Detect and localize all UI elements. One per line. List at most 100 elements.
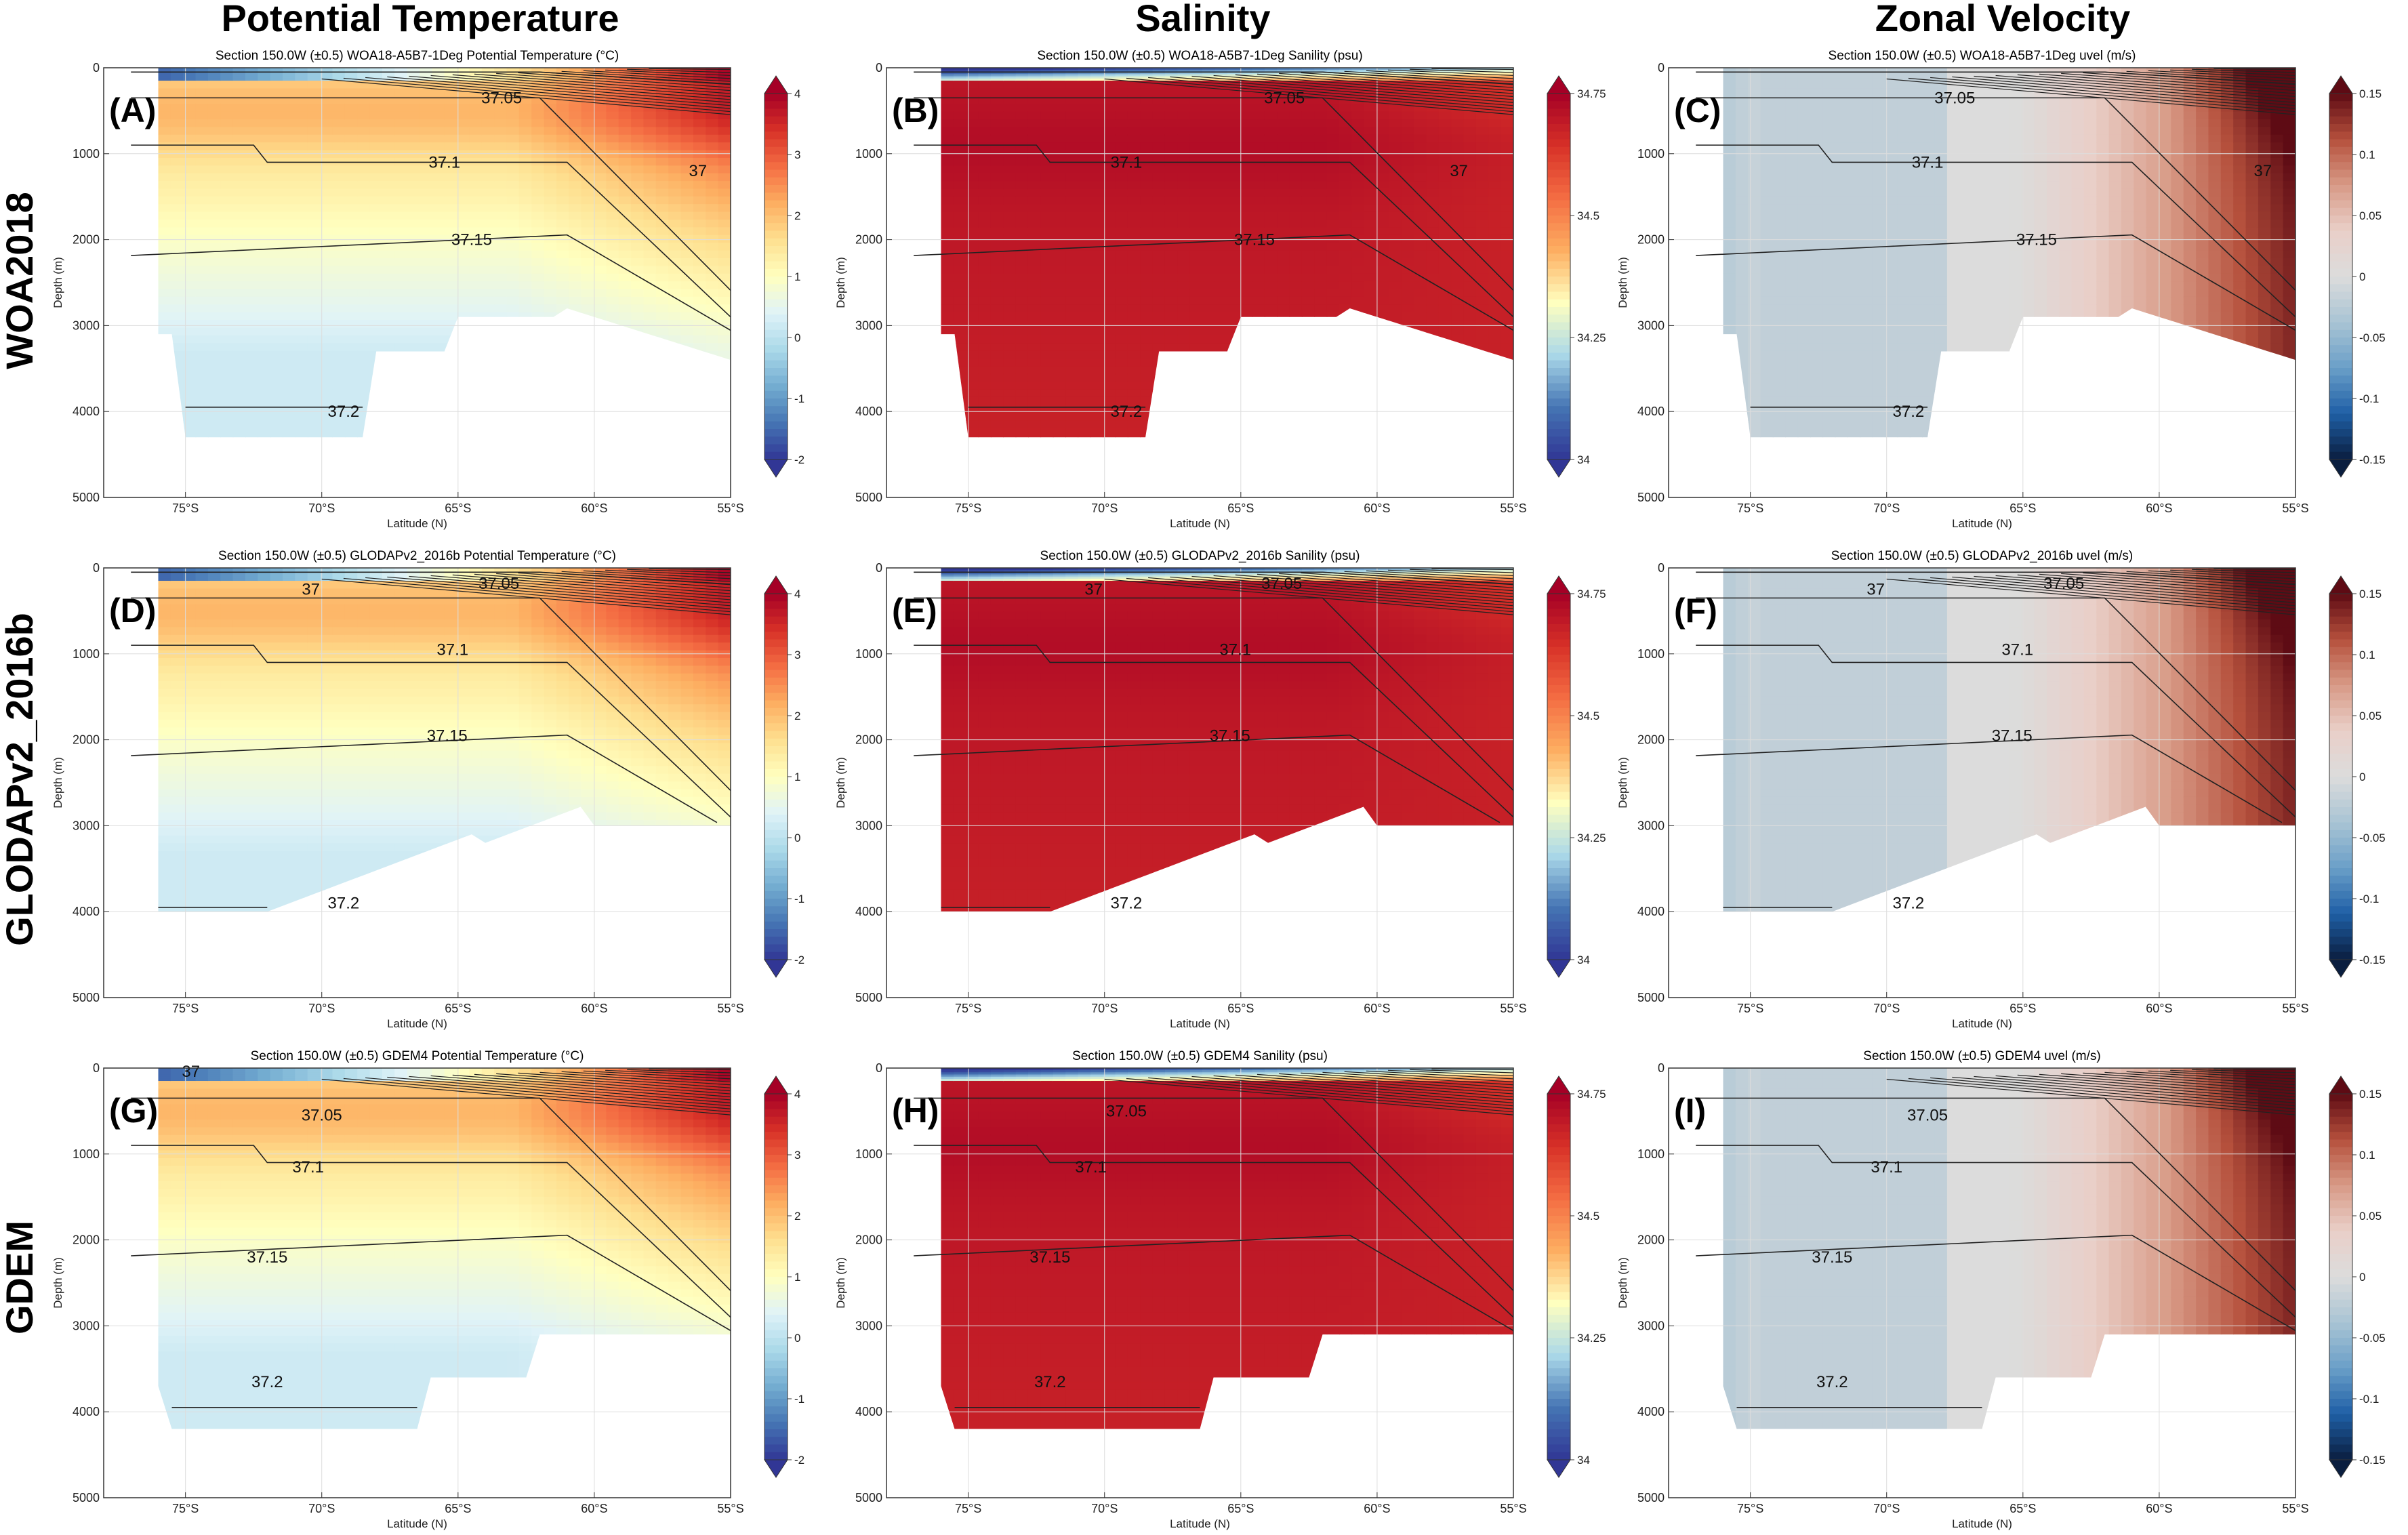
heatmap-cell [643, 142, 657, 151]
heatmap-cell [494, 250, 508, 259]
heatmap-cell [320, 243, 333, 251]
heatmap-cell [232, 343, 246, 352]
heatmap-cell [369, 304, 383, 313]
heatmap-cell [1351, 273, 1365, 282]
heatmap-cell [1003, 412, 1017, 421]
heatmap-cell [207, 104, 222, 112]
heatmap-cell [158, 119, 171, 128]
heatmap-cell [407, 266, 420, 274]
heatmap-cell [1364, 220, 1377, 228]
heatmap-cell [655, 243, 669, 251]
heatmap-cell [1326, 243, 1340, 251]
heatmap-cell [693, 196, 707, 205]
heatmap-cell [1215, 335, 1228, 344]
heatmap-cell [1277, 250, 1290, 259]
colorbar-segment [764, 322, 788, 331]
heatmap-cell [1351, 211, 1365, 220]
heatmap-cell [1027, 150, 1042, 159]
heatmap-cell [1289, 165, 1303, 174]
heatmap-cell [1040, 68, 1054, 70]
heatmap-cell [953, 104, 966, 112]
heatmap-cell [1152, 220, 1166, 228]
heatmap-cell [1164, 273, 1179, 282]
heatmap-cell [531, 266, 545, 274]
heatmap-cell [643, 304, 657, 313]
heatmap-cell [283, 373, 296, 382]
heatmap-cell [1040, 227, 1054, 236]
heatmap-cell [320, 88, 333, 97]
heatmap-cell [1314, 111, 1328, 120]
heatmap-cell [320, 119, 333, 128]
heatmap-cell [444, 181, 457, 190]
heatmap-cell [693, 111, 707, 120]
heatmap-cell [382, 258, 396, 267]
heatmap-cell [1040, 165, 1054, 174]
heatmap-cell [1065, 142, 1079, 151]
heatmap-cell [990, 396, 1004, 406]
heatmap-cell [344, 111, 358, 120]
heatmap-cell [283, 150, 296, 159]
heatmap-cell [1115, 88, 1128, 97]
heatmap-cell [258, 250, 271, 259]
heatmap-cell [1227, 196, 1240, 205]
heatmap-cell [1314, 119, 1328, 128]
heatmap-cell [990, 320, 1004, 329]
heatmap-cell [643, 250, 657, 259]
heatmap-cell [1040, 211, 1054, 220]
heatmap-cell [1140, 389, 1154, 398]
heatmap-cell [1177, 68, 1191, 70]
heatmap-cell [518, 250, 533, 259]
heatmap-cell [158, 81, 171, 89]
heatmap-cell [170, 70, 184, 73]
heatmap-cell [1065, 359, 1079, 367]
heatmap-cell [207, 428, 222, 436]
heatmap-cell [569, 266, 582, 274]
heatmap-cell [531, 111, 545, 120]
heatmap-cell [978, 428, 992, 436]
heatmap-cell [1065, 396, 1079, 406]
heatmap-cell [1215, 173, 1228, 182]
heatmap-cell [295, 68, 308, 70]
heatmap-cell [1115, 412, 1128, 421]
heatmap-cell [718, 76, 731, 79]
heatmap-cell [1003, 304, 1017, 313]
heatmap-cell [990, 281, 1004, 290]
heatmap-cell [1140, 312, 1154, 321]
heatmap-cell [494, 76, 508, 79]
heatmap-cell [1053, 412, 1066, 421]
heatmap-cell [1240, 243, 1253, 251]
heatmap-cell [953, 150, 966, 159]
heatmap-cell [270, 273, 283, 282]
heatmap-cell [693, 76, 707, 79]
heatmap-cell [1090, 389, 1103, 398]
heatmap-cell [1240, 273, 1253, 282]
heatmap-cell [195, 389, 209, 398]
heatmap-cell [1027, 396, 1042, 406]
heatmap-cell [283, 188, 296, 197]
heatmap-cell [631, 204, 645, 213]
heatmap-cell [718, 350, 731, 359]
heatmap-cell [990, 234, 1004, 243]
heatmap-cell [494, 273, 508, 282]
heatmap-cell [407, 188, 420, 197]
heatmap-cell [990, 296, 1004, 306]
heatmap-cell [1115, 165, 1128, 174]
heatmap-cell [655, 173, 669, 182]
heatmap-cell [1015, 234, 1029, 243]
heatmap-cell [1115, 78, 1128, 81]
heatmap-cell [531, 127, 545, 136]
heatmap-cell [643, 196, 657, 205]
heatmap-cell [494, 296, 508, 306]
heatmap-cell [680, 76, 694, 79]
heatmap-cell [693, 281, 707, 290]
heatmap-cell [320, 173, 333, 182]
heatmap-cell [270, 359, 283, 367]
colorbar-segment [764, 185, 788, 194]
heatmap-cell [432, 150, 445, 159]
heatmap-cell [170, 111, 184, 120]
heatmap-cell [506, 220, 520, 228]
heatmap-cell [1090, 359, 1103, 367]
heatmap-cell [706, 74, 719, 77]
heatmap-cell [1227, 250, 1240, 259]
heatmap-cell [668, 250, 682, 259]
